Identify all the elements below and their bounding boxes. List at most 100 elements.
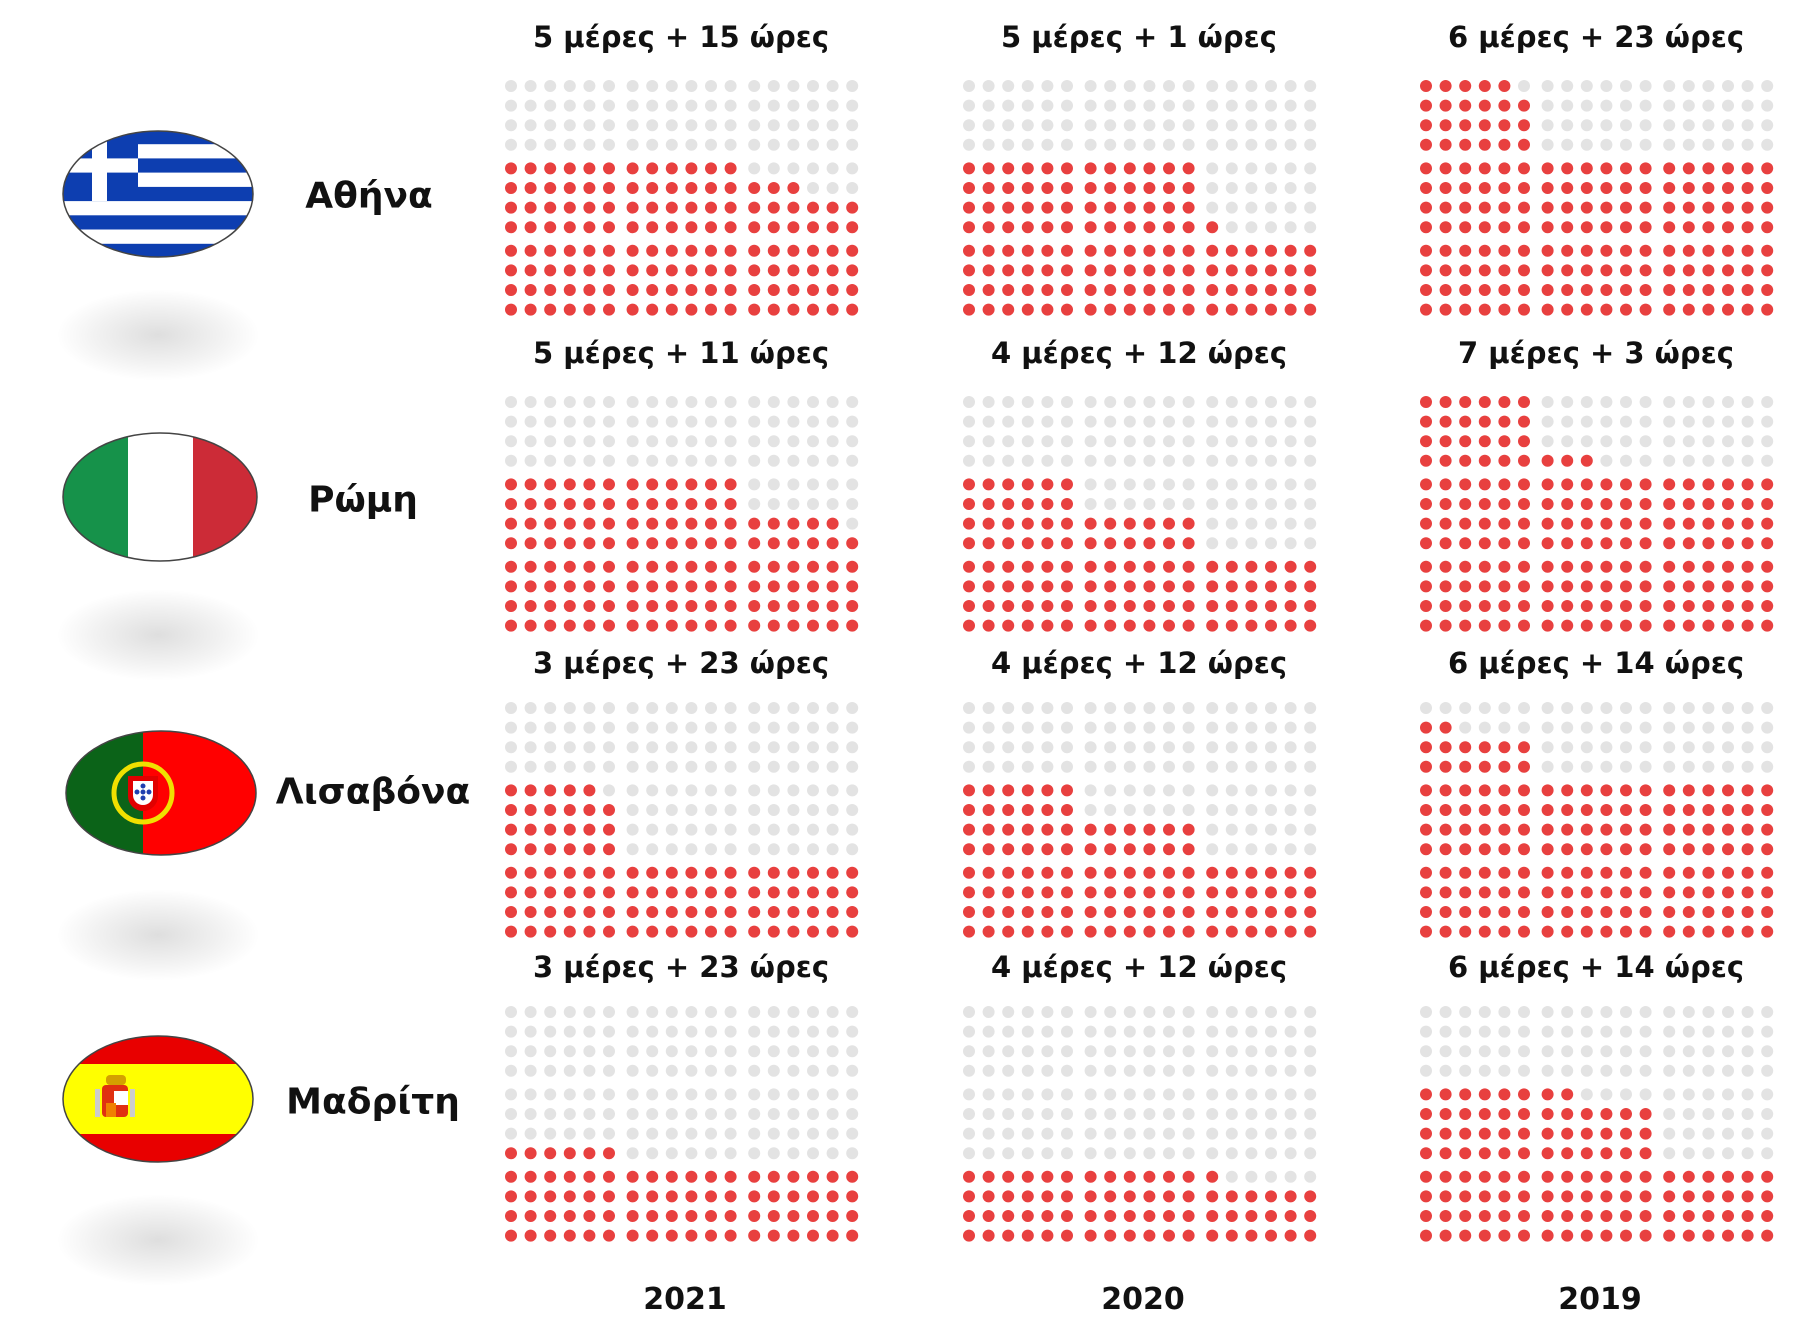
hour-dot-empty (724, 119, 737, 132)
hour-dot-filled (1663, 886, 1676, 899)
hour-dot-filled (1420, 600, 1432, 612)
hour-dot-empty (787, 1147, 800, 1160)
hour-dot-filled (646, 560, 659, 573)
hour-dot-empty (1002, 702, 1015, 714)
hour-dot-empty (563, 99, 576, 112)
hour-dot-filled (705, 244, 717, 257)
hour-dot-filled (1021, 600, 1034, 612)
hour-dot-empty (826, 415, 839, 428)
hour-dot-filled (544, 498, 557, 510)
hour-dot-filled (826, 580, 839, 593)
hour-dot-empty (685, 1127, 698, 1140)
hour-dot-empty (1245, 162, 1258, 175)
hour-dot-empty (1182, 760, 1195, 773)
hour-dot-filled (626, 600, 639, 612)
hour-dot-empty (1123, 454, 1136, 467)
hour-dot-empty (563, 741, 576, 754)
hour-dot-filled (1439, 843, 1452, 856)
hour-dot-filled (1580, 1170, 1593, 1183)
hour-dot-empty (646, 415, 659, 428)
hour-dot-empty (1104, 415, 1117, 428)
hour-dot-empty (626, 702, 639, 714)
hour-dot-empty (1143, 1064, 1156, 1077)
hour-dot-filled (982, 600, 995, 612)
hour-dot-filled (1459, 182, 1472, 194)
hour-dot-filled (1420, 182, 1432, 194)
hour-dot-empty (646, 823, 659, 836)
hour-dot-empty (603, 1127, 615, 1140)
hour-dot-empty (1061, 1064, 1073, 1077)
hour-dot-filled (1002, 244, 1015, 257)
hour-dot-empty (807, 1147, 819, 1160)
hour-dot-empty (1284, 201, 1297, 214)
hour-dot-empty (846, 435, 859, 448)
hour-dot-filled (807, 1210, 819, 1222)
hour-dot-empty (982, 1006, 995, 1018)
hour-dot-filled (1682, 866, 1695, 879)
hour-dot-filled (1041, 866, 1054, 879)
hour-dot-filled (1498, 619, 1511, 632)
hour-dot-filled (767, 1229, 780, 1242)
hour-dot-filled (1143, 1210, 1156, 1222)
hour-dot-filled (1084, 823, 1097, 836)
hour-dot-empty (1143, 138, 1156, 151)
hour-dot-empty (1304, 741, 1317, 754)
hour-dot-filled (1420, 138, 1432, 151)
hour-dot-filled (1061, 264, 1073, 277)
hour-dot-filled (1104, 162, 1117, 175)
hour-dot-empty (1143, 760, 1156, 773)
hour-dot-empty (748, 396, 761, 408)
hour-dot-filled (1439, 498, 1452, 510)
hour-dot-filled (1245, 886, 1258, 899)
hour-dot-empty (1084, 721, 1097, 734)
hour-dot-filled (748, 284, 761, 296)
hour-dot-filled (544, 1210, 557, 1222)
hour-dot-empty (826, 784, 839, 797)
hour-dot-filled (1061, 925, 1073, 938)
city-label-lisbon: Λισαβόνα (275, 771, 471, 813)
hour-dot-filled (1021, 221, 1034, 234)
hour-dot-empty (1206, 498, 1219, 510)
hour-dot-empty (603, 415, 615, 428)
hour-dot-empty (646, 741, 659, 754)
hour-dot-filled (963, 1190, 975, 1203)
hour-dot-empty (563, 80, 576, 92)
hour-dot-filled (963, 1170, 975, 1183)
hour-dot-filled (1420, 396, 1432, 408)
hour-dot-filled (1518, 925, 1530, 938)
hour-dot-filled (1478, 284, 1491, 296)
hour-dot-filled (665, 162, 678, 175)
hour-dot-filled (1478, 560, 1491, 573)
hour-dot-empty (1123, 1006, 1136, 1018)
hour-dot-filled (1439, 600, 1452, 612)
hour-dot-filled (1580, 823, 1593, 836)
hour-dot-empty (583, 99, 596, 112)
hour-dot-empty (787, 415, 800, 428)
hour-dot-filled (1498, 560, 1511, 573)
hour-dot-filled (1206, 1229, 1219, 1242)
hour-dot-filled (544, 886, 557, 899)
hour-dot-filled (1761, 823, 1774, 836)
hour-dot-filled (1518, 537, 1530, 550)
hour-dot-empty (1245, 823, 1258, 836)
hour-dot-filled (1284, 560, 1297, 573)
hour-dot-empty (1265, 1108, 1277, 1120)
hour-dot-filled (505, 1229, 517, 1242)
hour-dot-filled (1722, 478, 1734, 491)
hour-dot-filled (505, 619, 517, 632)
hour-dot-empty (1663, 1045, 1676, 1058)
hour-dot-filled (963, 925, 975, 938)
hour-dot-filled (724, 560, 737, 573)
hour-dot-empty (1061, 435, 1073, 448)
hour-dot-empty (524, 1108, 537, 1120)
hour-dot-filled (1002, 517, 1015, 530)
hour-dot-filled (1741, 925, 1754, 938)
hour-dot-filled (1741, 1210, 1754, 1222)
hour-dot-filled (1084, 182, 1097, 194)
grid-title-lisbon-2021: 3 μέρες + 23 ώρες (532, 646, 830, 680)
hour-dot-empty (807, 804, 819, 816)
hour-dot-filled (626, 1190, 639, 1203)
hour-dot-filled (1459, 454, 1472, 467)
hour-dot-filled (1541, 537, 1554, 550)
hour-dot-empty (1021, 1127, 1034, 1140)
